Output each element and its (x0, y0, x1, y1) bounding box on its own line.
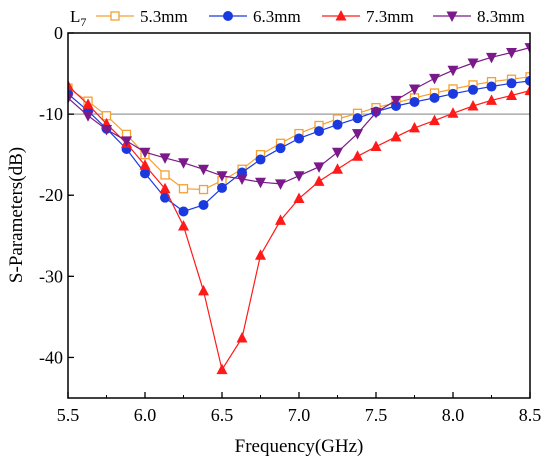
data-point (140, 168, 150, 179)
data-point (524, 43, 530, 54)
data-point (313, 162, 325, 173)
data-point (429, 92, 440, 103)
data-point (160, 170, 170, 180)
data-point (468, 84, 479, 95)
data-point (370, 140, 382, 152)
y-tick-label: -30 (39, 266, 63, 286)
data-point (486, 52, 497, 64)
data-point (217, 182, 227, 193)
data-point (275, 179, 287, 190)
legend-item: 7.3mm (322, 7, 414, 26)
legend-label: 7.3mm (366, 7, 414, 26)
legend-label: 6.3mm (253, 7, 301, 26)
data-point (178, 158, 189, 169)
data-point (352, 129, 364, 140)
y-axis-title: S-Parameters(dB) (6, 147, 27, 283)
data-point (178, 220, 189, 231)
data-point (275, 214, 287, 225)
data-point (525, 75, 530, 86)
data-point (198, 164, 210, 176)
data-point (198, 284, 210, 296)
data-point (159, 182, 171, 194)
data-point (121, 136, 133, 147)
data-point (370, 107, 382, 119)
data-point (236, 331, 248, 343)
data-point (294, 133, 304, 144)
y-tick-label: -10 (39, 104, 63, 124)
data-point (68, 93, 74, 104)
legend-marker (110, 11, 120, 21)
x-tick-label: 8.0 (442, 405, 465, 425)
data-point (139, 159, 151, 170)
x-tick-label: 6.5 (211, 405, 234, 425)
data-point (506, 47, 518, 59)
legend-label: 5.3mm (140, 7, 188, 26)
data-point (448, 88, 458, 99)
data-point (352, 113, 363, 124)
data-point (275, 143, 286, 154)
data-point (409, 96, 420, 107)
x-axis-title: Frequency(GHz) (235, 436, 364, 457)
data-point (293, 171, 305, 182)
data-point (198, 184, 209, 195)
x-tick-label: 8.5 (519, 405, 542, 425)
data-point (409, 84, 420, 95)
data-point (82, 98, 94, 109)
legend-title: L7 (70, 7, 86, 29)
data-point (82, 111, 94, 122)
data-point (409, 121, 420, 133)
data-point (524, 84, 530, 96)
data-point (332, 147, 343, 159)
data-point (314, 126, 325, 137)
x-tick-label: 5.5 (57, 405, 80, 425)
data-point (178, 206, 189, 217)
legend-marker (223, 11, 233, 21)
data-point (139, 147, 151, 159)
y-tick-label: -40 (39, 347, 63, 367)
y-tick-label: 0 (54, 23, 63, 43)
y-tick-label: -20 (39, 185, 63, 205)
data-point (429, 73, 441, 85)
data-point (178, 184, 189, 194)
data-point (486, 94, 497, 105)
data-point (506, 78, 517, 89)
data-point (390, 95, 402, 107)
data-point (255, 154, 266, 165)
legend-item: 5.3mm (96, 7, 188, 26)
legend-item: 8.3mm (433, 7, 525, 26)
data-point (255, 249, 266, 260)
data-point (101, 125, 112, 136)
series-8-3mm (68, 43, 530, 190)
data-point (447, 65, 459, 77)
data-point (159, 153, 171, 164)
data-point (236, 174, 248, 185)
data-point (198, 199, 209, 210)
data-point (390, 130, 402, 142)
legend-item: 6.3mm (209, 7, 301, 26)
x-tick-label: 6.0 (134, 405, 157, 425)
data-point (447, 107, 459, 118)
data-point (332, 119, 343, 130)
data-point (216, 363, 228, 375)
x-tick-label: 7.0 (288, 405, 311, 425)
data-point (486, 81, 497, 92)
data-point (332, 163, 343, 174)
data-point (216, 171, 228, 182)
data-point (313, 175, 325, 186)
data-point (160, 192, 171, 203)
data-point (506, 89, 518, 100)
data-point (255, 177, 266, 189)
data-point (68, 79, 74, 91)
data-point (467, 58, 479, 70)
data-point (293, 192, 305, 203)
data-point (352, 150, 364, 161)
data-point (467, 100, 479, 111)
legend-marker (335, 10, 347, 21)
x-tick-label: 7.5 (365, 405, 388, 425)
data-point (429, 114, 441, 126)
legend-label: 8.3mm (477, 7, 525, 26)
legend-marker (446, 11, 458, 22)
